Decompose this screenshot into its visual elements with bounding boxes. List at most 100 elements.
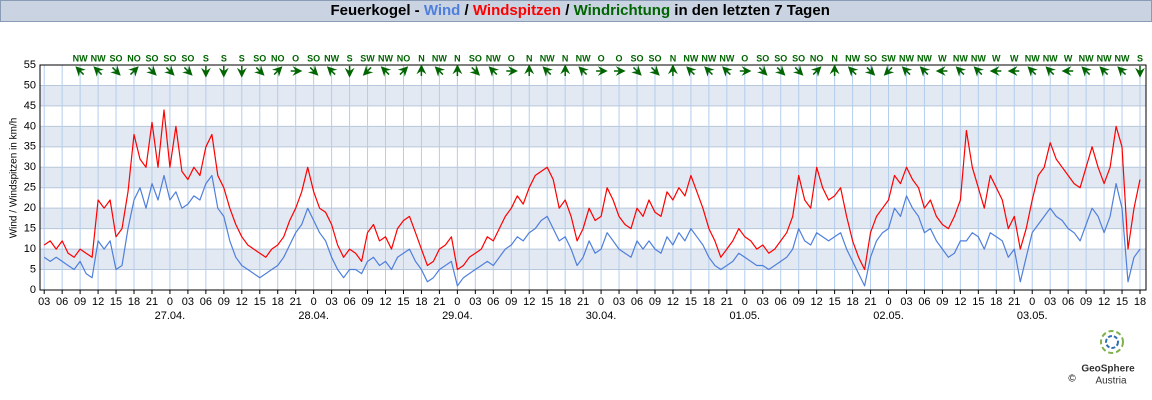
direction-arrow xyxy=(146,65,157,76)
y-tick-label: 50 xyxy=(24,79,36,91)
date-label: 27.04. xyxy=(155,310,186,322)
direction-arrow xyxy=(290,66,303,76)
direction-label: SO xyxy=(307,53,320,63)
plot-border xyxy=(39,64,1147,291)
direction-arrow xyxy=(774,65,786,76)
direction-label: NW xyxy=(683,53,698,63)
direction-arrow xyxy=(631,65,642,76)
direction-label: SO xyxy=(864,53,877,63)
direction-label: S xyxy=(1137,53,1143,63)
x-tick-label: 03 xyxy=(325,296,337,308)
x-tick-label: 15 xyxy=(685,296,697,308)
title-prefix: Feuerkogel - xyxy=(330,2,423,19)
band xyxy=(40,167,1146,188)
direction-label: S xyxy=(221,53,227,63)
direction-arrow xyxy=(722,66,733,77)
y-tick-label: 55 xyxy=(24,59,36,71)
direction-arrow xyxy=(452,64,463,76)
direction-label: SO xyxy=(648,53,661,63)
date-label: 28.04. xyxy=(298,310,329,322)
direction-arrow xyxy=(416,64,427,76)
x-tick-label: 09 xyxy=(793,296,805,308)
direction-label: N xyxy=(670,53,677,63)
logo-name: GeoSphere xyxy=(1081,364,1135,375)
direction-arrow xyxy=(307,65,319,76)
direction-arrow xyxy=(1081,66,1092,77)
y-tick-label: 20 xyxy=(24,202,36,214)
title-separator: / xyxy=(561,2,574,19)
y-tick-label: 25 xyxy=(24,182,36,194)
direction-label: NW xyxy=(91,53,106,63)
direction-label: NW xyxy=(1025,53,1040,63)
x-tick-label: 06 xyxy=(343,296,355,308)
x-tick-label: 15 xyxy=(828,296,840,308)
direction-arrow xyxy=(524,64,535,76)
x-tick-label: 06 xyxy=(631,296,643,308)
x-tick-label: 12 xyxy=(1098,296,1110,308)
direction-label: NO xyxy=(127,53,141,63)
x-tick-label: 0 xyxy=(885,296,891,308)
title-wind: Wind xyxy=(424,2,461,19)
x-tick-label: 12 xyxy=(379,296,391,308)
direction-label: NW xyxy=(1079,53,1094,63)
direction-label: SO xyxy=(469,53,482,63)
y-axis-label: Wind / Windspitzen in km/h xyxy=(9,118,20,239)
direction-arrow xyxy=(864,65,876,76)
x-tick-label: 09 xyxy=(218,296,230,308)
direction-label: NW xyxy=(1043,53,1058,63)
direction-label: N xyxy=(831,53,838,63)
band xyxy=(40,126,1146,147)
direction-arrow xyxy=(829,64,840,76)
x-tick-label: 09 xyxy=(649,296,661,308)
series-line xyxy=(43,174,1141,287)
logo-sub: Austria xyxy=(1095,376,1127,387)
direction-label: NO xyxy=(397,53,411,63)
direction-arrow xyxy=(757,65,768,76)
direction-arrow xyxy=(469,65,481,76)
direction-arrow xyxy=(810,66,822,77)
direction-label: S xyxy=(239,53,245,63)
direction-arrow xyxy=(128,66,139,77)
x-tick-label: 12 xyxy=(236,296,248,308)
direction-arrow xyxy=(254,65,265,76)
direction-arrow xyxy=(649,65,660,76)
y-tick-label: 0 xyxy=(30,284,36,296)
direction-arrow xyxy=(218,66,229,78)
direction-arrow xyxy=(380,66,392,77)
direction-label: NW xyxy=(378,53,393,63)
x-tick-label: 12 xyxy=(811,296,823,308)
x-tick-label: 18 xyxy=(415,296,427,308)
x-tick-label: 18 xyxy=(272,296,284,308)
x-tick-label: 15 xyxy=(110,296,122,308)
x-tick-label: 18 xyxy=(846,296,858,308)
y-tick-label: 30 xyxy=(24,161,36,173)
band xyxy=(40,85,1146,106)
direction-label: W xyxy=(1064,53,1073,63)
direction-label: NW xyxy=(576,53,591,63)
direction-arrow xyxy=(596,66,608,76)
direction-label: O xyxy=(508,53,515,63)
direction-label: NO xyxy=(271,53,285,63)
date-label: 01.05. xyxy=(730,310,761,322)
series-line xyxy=(43,109,1141,271)
x-tick-label: 03 xyxy=(1044,296,1056,308)
x-tick-label: 03 xyxy=(38,296,50,308)
direction-label: NW xyxy=(1115,53,1130,63)
direction-label: NO xyxy=(810,53,824,63)
direction-arrow xyxy=(578,66,589,77)
direction-label: NW xyxy=(432,53,447,63)
direction-label: SO xyxy=(110,53,123,63)
direction-arrow xyxy=(344,66,355,78)
title-direction: Windrichtung xyxy=(574,2,671,19)
direction-arrow xyxy=(164,65,175,76)
x-tick-label: 0 xyxy=(311,296,317,308)
logo-icon xyxy=(1105,335,1119,349)
date-label: 29.04. xyxy=(442,310,473,322)
direction-arrow xyxy=(110,65,121,76)
x-tick-label: 21 xyxy=(433,296,445,308)
x-tick-label: 12 xyxy=(954,296,966,308)
direction-arrow xyxy=(1045,66,1056,77)
direction-arrow xyxy=(236,66,247,78)
direction-label: NW xyxy=(845,53,860,63)
